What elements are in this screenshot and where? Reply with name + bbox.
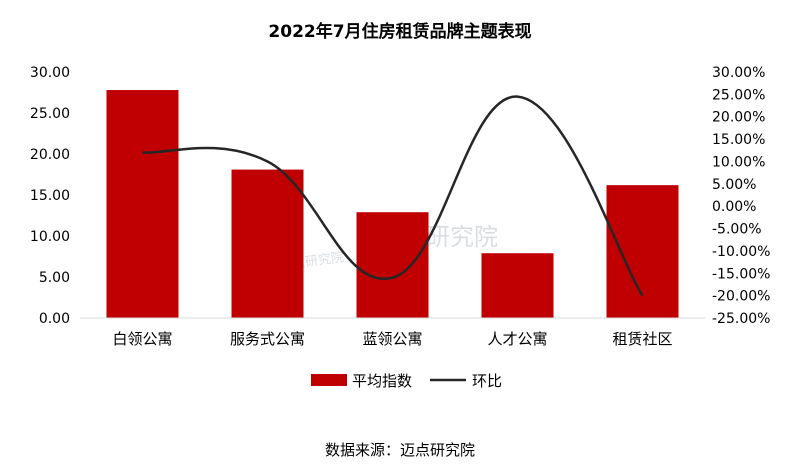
legend: 平均指数 环比 [311,372,502,390]
left-tick-label: 20.00 [30,147,70,163]
left-tick-label: 15.00 [30,188,70,204]
right-tick-label: 15.00% [712,132,765,148]
bar-series [106,90,679,318]
left-tick-label: 0.00 [39,311,70,327]
bar [606,185,679,318]
right-tick-label: 10.00% [712,154,765,170]
left-tick-label: 10.00 [30,229,70,245]
right-tick-label: -15.00% [712,266,770,282]
category-label: 人才公寓 [487,330,547,348]
right-tick-label: -25.00% [712,311,770,327]
legend-bar-label: 平均指数 [352,372,412,390]
left-tick-label: 5.00 [39,270,70,286]
right-tick-label: -5.00% [712,222,762,238]
category-labels: 白领公寓 服务式公寓 蓝领公寓 人才公寓 租赁社区 [112,330,672,348]
right-axis-ticks: -25.00% -20.00% -15.00% -10.00% -5.00% 0.00% 5… [712,65,770,327]
category-label: 服务式公寓 [230,330,305,348]
right-tick-label: -10.00% [712,244,770,260]
left-tick-label: 25.00 [30,106,70,122]
right-tick-label: 20.00% [712,110,765,126]
bar [106,90,179,318]
right-tick-label: 0.00% [712,199,756,215]
line-series [142,95,644,297]
left-tick-label: 30.00 [30,65,70,81]
category-label: 蓝领公寓 [362,330,422,348]
chart-title: 2022年7月住房租赁品牌主题表现 [268,21,531,42]
source-note: 数据来源：迈点研究院 [325,441,475,459]
legend-bar-swatch [311,374,347,386]
bar [231,169,304,318]
category-label: 租赁社区 [612,330,672,348]
bar [481,253,554,318]
right-tick-label: 5.00% [712,177,756,193]
legend-line-label: 环比 [472,372,502,390]
bar [356,212,429,318]
right-tick-label: 25.00% [712,87,765,103]
category-label: 白领公寓 [112,330,172,348]
right-tick-label: 30.00% [712,65,765,81]
left-axis-ticks: 0.00 5.00 10.00 15.00 20.00 25.00 30.00 [30,65,70,327]
right-tick-label: -20.00% [712,289,770,305]
